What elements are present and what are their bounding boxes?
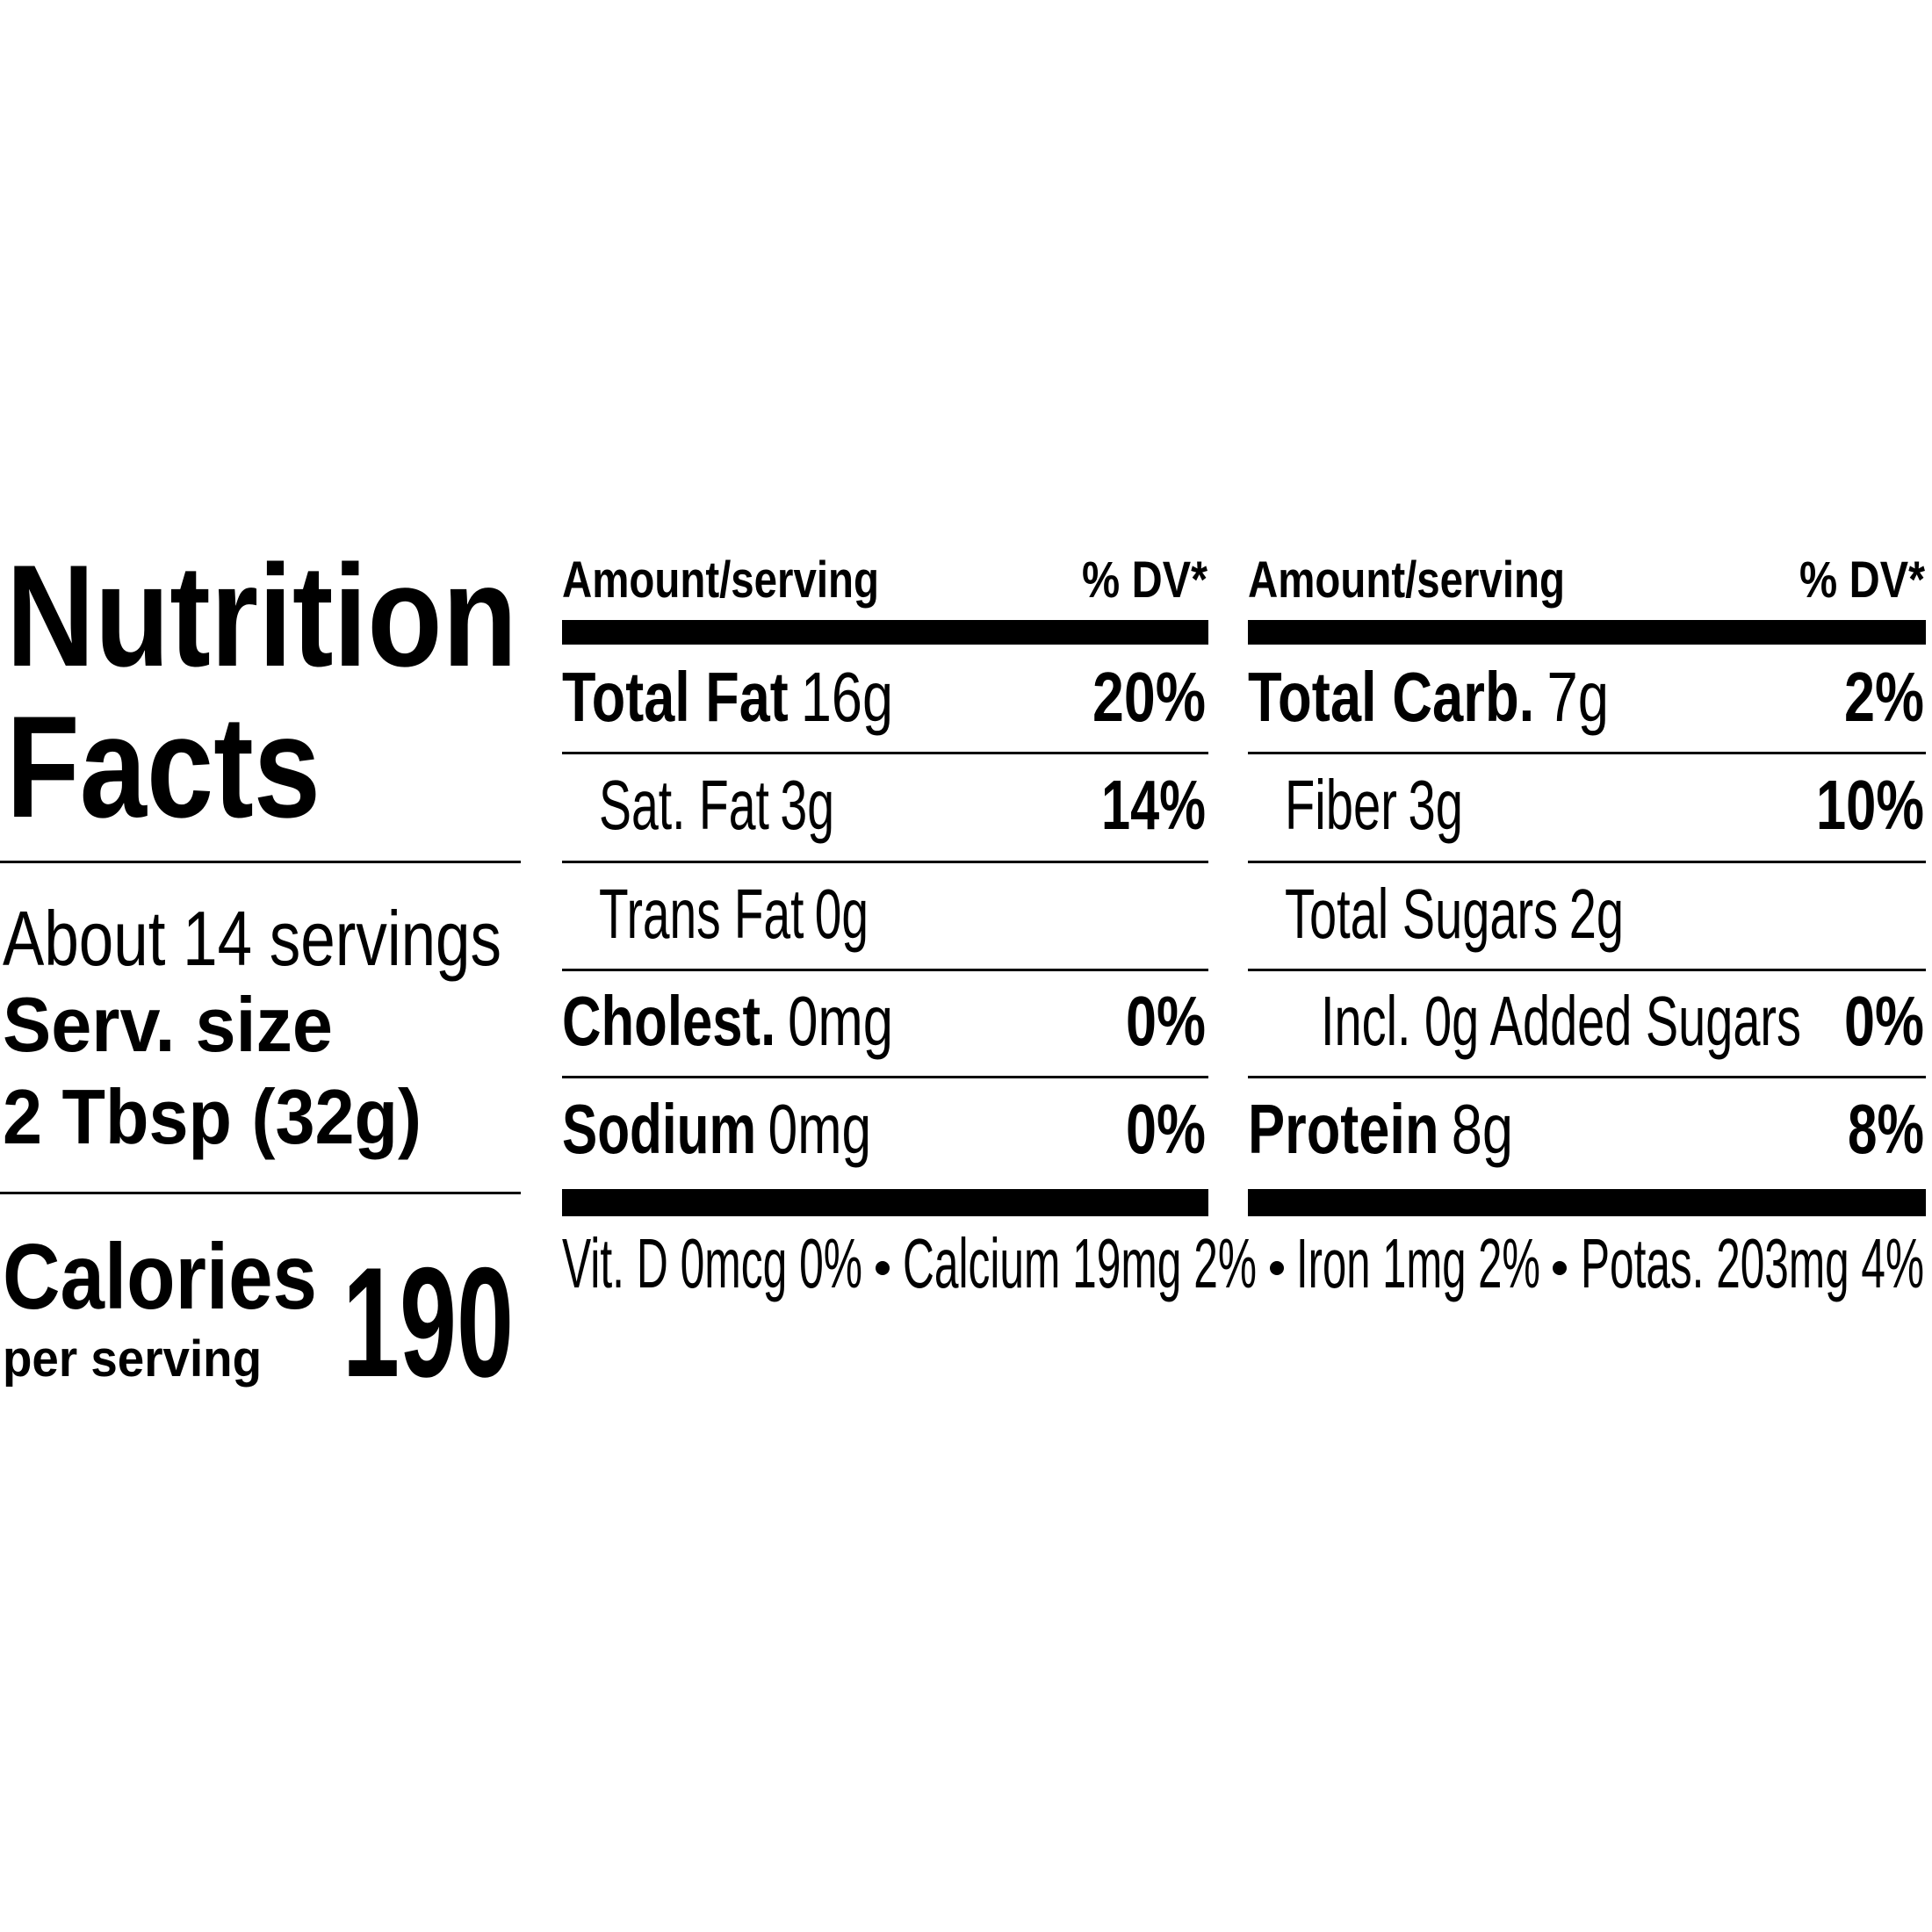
nutrient-amount: 8g [1452,1090,1513,1168]
thick-rule [562,620,1208,645]
calories-sublabel: per serving [3,1330,262,1388]
separator [876,1261,890,1275]
thick-rule [1248,1189,1926,1216]
servings: About 14 servings [3,895,501,982]
nutrient-name: Cholest. [562,982,775,1060]
micronutrient: Iron 1mg 2% [1296,1224,1540,1302]
rule [562,861,1208,863]
nutrient-amount: 3g [1409,766,1463,844]
nutrient-amount: 16g [801,658,893,736]
thick-rule [1248,620,1926,645]
calories-value: 190 [342,1235,514,1409]
rule [562,752,1208,754]
nutrient: Total Fat16g [562,658,893,736]
nutrient-amount: 3g [780,766,834,844]
daily-value: 0% [1126,982,1206,1060]
separator [1553,1261,1567,1275]
rule [1248,861,1926,863]
nutrient: Total Carb.7g [1248,658,1609,736]
thick-rule [562,1189,1208,1216]
daily-value: 2% [1844,658,1924,736]
nutrient: Trans Fat0g [599,875,869,953]
column-header: % DV* [1799,551,1925,609]
rule [562,1076,1208,1078]
rule [1248,1076,1926,1078]
micronutrient: Potas. 203mg 4% [1581,1224,1924,1302]
serving-size-value: 2 Tbsp (32g) [3,1073,422,1160]
column-header: % DV* [1082,551,1208,609]
title: Facts [6,686,321,847]
nutrient-name: Sat. Fat [599,766,769,844]
micronutrient: Calcium 19mg 2% [903,1224,1257,1302]
nutrient-name: Incl. 0g Added Sugars [1321,982,1801,1060]
calories-label: Calories [3,1225,317,1329]
nutrient-name: Total Sugars [1285,875,1558,953]
nutrient-name: Total Fat [562,658,789,736]
nutrient-name: Total Carb. [1248,658,1534,736]
daily-value: 0% [1844,982,1924,1060]
daily-value: 14% [1101,766,1206,844]
daily-value: 8% [1848,1090,1924,1168]
nutrient-amount: 2g [1569,875,1624,953]
daily-value: 10% [1816,766,1924,844]
nutrient-name: Fiber [1285,766,1397,844]
rule [1248,752,1926,754]
nutrient: Total Sugars2g [1285,875,1624,953]
micronutrient: Vit. D 0mcg 0% [562,1224,862,1302]
nutrient-name: Sodium [562,1090,756,1168]
column-header: Amount/serving [562,551,879,609]
rule [1248,969,1926,971]
nutrient-amount: 0g [815,875,869,953]
rule [562,969,1208,971]
separator [1270,1261,1284,1275]
daily-value: 20% [1092,658,1206,736]
nutrient-amount: 0mg [768,1090,871,1168]
nutrient-amount: 0mg [788,982,893,1060]
title: Nutrition [6,535,517,696]
nutrient: Protein8g [1248,1090,1513,1168]
daily-value: 0% [1126,1090,1206,1168]
column-header: Amount/serving [1248,551,1565,609]
rule [0,861,521,863]
nutrient: Sodium0mg [562,1090,871,1168]
nutrient: Cholest.0mg [562,982,893,1060]
nutrient: Fiber3g [1285,766,1463,844]
rule [0,1192,521,1194]
nutrient-amount: 7g [1547,658,1609,736]
serving-size-label: Serv. size [3,981,333,1068]
nutrient-name: Trans Fat [599,875,804,953]
nutrient: Sat. Fat3g [599,766,834,844]
nutrient-name: Protein [1248,1090,1439,1168]
